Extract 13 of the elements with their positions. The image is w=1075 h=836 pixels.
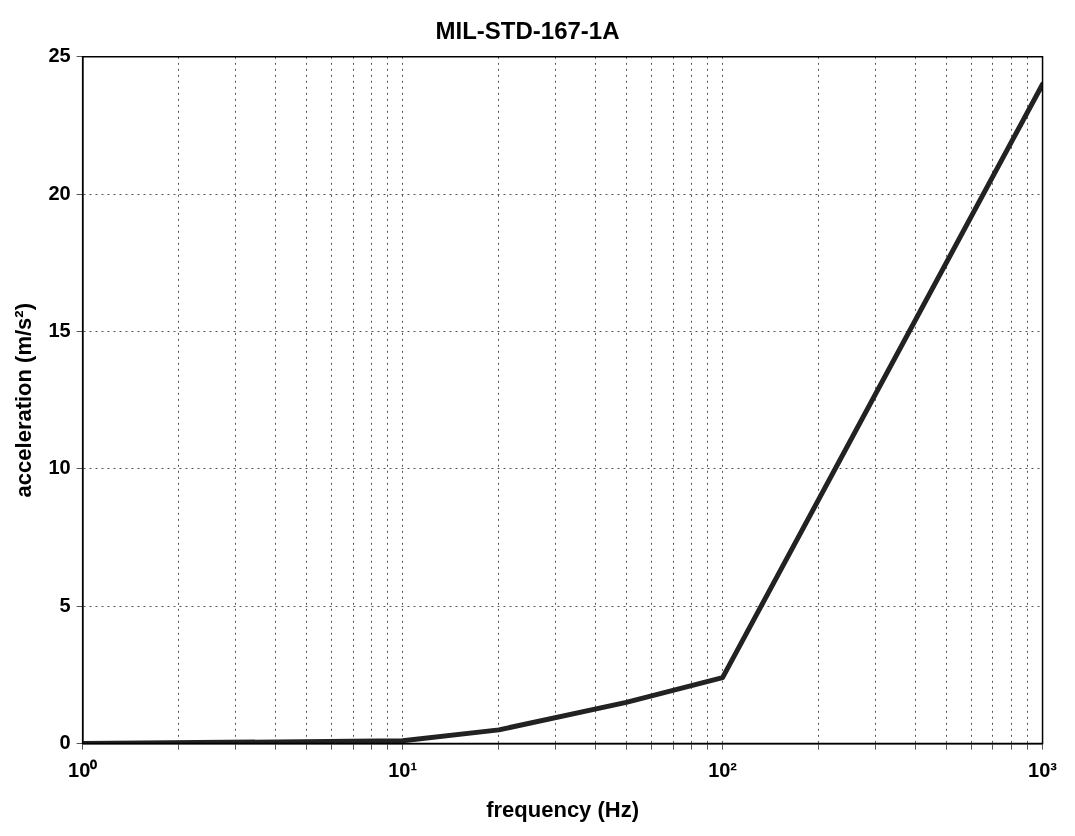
y-tick-label: 20 [48, 181, 71, 204]
y-tick-label: 10 [48, 456, 71, 479]
y-tick-label: 25 [48, 44, 71, 67]
x-tick-label: 10³ [1028, 759, 1058, 782]
x-axis-title: frequency (Hz) [486, 796, 639, 822]
x-tick-label: 10¹ [388, 759, 418, 782]
y-tick-label: 15 [48, 319, 71, 342]
x-tick-label: 10⁰ [68, 759, 98, 782]
y-tick-label: 5 [59, 593, 71, 616]
y-axis-title: acceleration (m/s²) [11, 303, 37, 498]
chart-title: MIL-STD-167-1A [435, 17, 620, 45]
y-tick-label: 0 [59, 731, 71, 754]
x-tick-label: 10² [708, 759, 738, 782]
